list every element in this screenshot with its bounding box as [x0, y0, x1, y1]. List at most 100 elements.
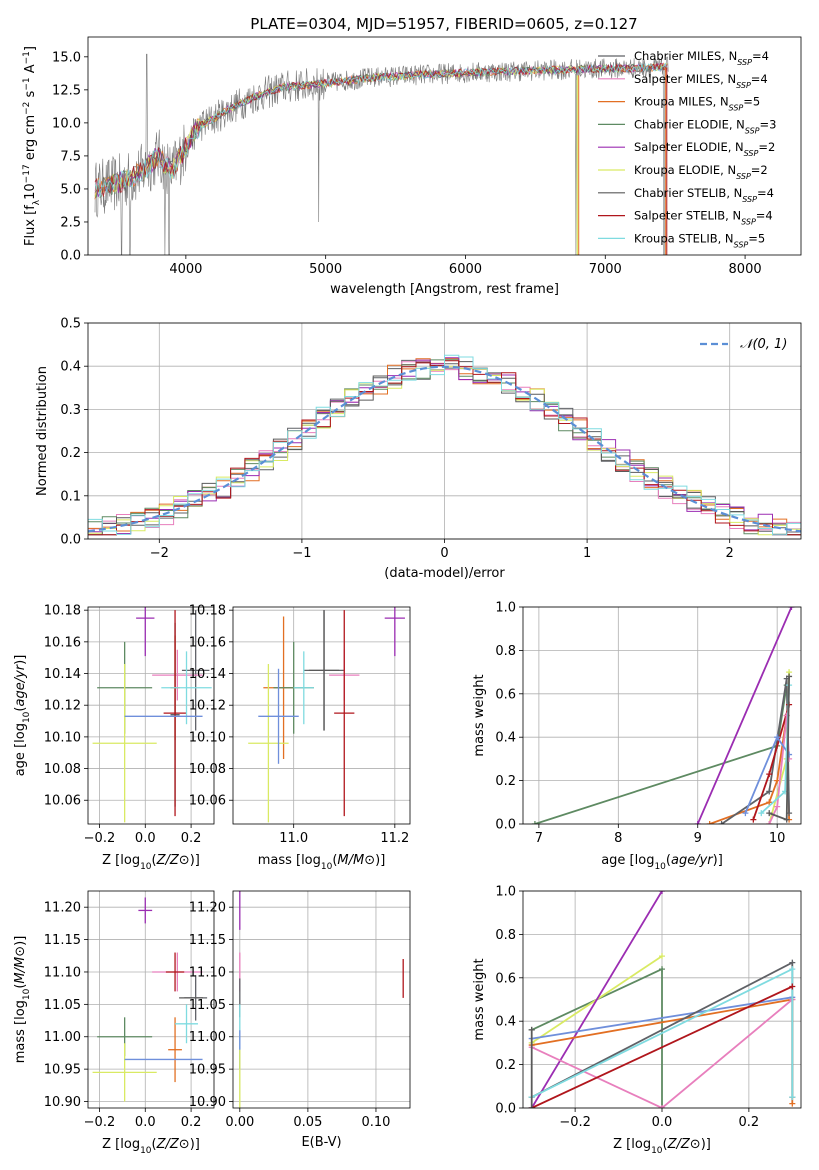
y-tick-label: 0.0 — [495, 818, 516, 833]
legend-entry: Chabrier MILES, NSSP=4 — [634, 49, 769, 67]
label-part: −2 — [22, 102, 32, 115]
plot-area — [92, 607, 212, 823]
label-part: age/yr — [671, 853, 714, 868]
y-tick-label: 11.00 — [44, 1030, 81, 1045]
x-tick-label: 8 — [614, 831, 622, 846]
legend-n: =5 — [748, 231, 765, 245]
errorbar-point — [163, 610, 187, 817]
label-part: ( — [332, 853, 337, 868]
y-tick-label: 10.14 — [189, 667, 226, 682]
y-tick-label: 0.4 — [495, 1015, 516, 1030]
y-tick-label: 10.10 — [44, 730, 81, 745]
x-tick-label: 0.2 — [181, 1115, 202, 1130]
x-tick-label: 5000 — [309, 262, 342, 277]
axes-frame — [232, 890, 411, 1109]
label-part: mass [log — [13, 1000, 28, 1063]
plot-area — [239, 891, 404, 1108]
y-tick-label: 15.0 — [52, 50, 81, 65]
legend-name: Kroupa MILES, N — [634, 95, 729, 109]
label-part: ( — [663, 1137, 668, 1152]
series-marker — [659, 1105, 665, 1108]
legend-entry: Chabrier ELODIE, NSSP=3 — [634, 117, 776, 135]
label-part: s — [23, 90, 38, 101]
y-axis-label: Normed distribution — [35, 366, 50, 496]
series-marker — [783, 816, 790, 823]
x-tick-label: −0.2 — [84, 831, 116, 846]
errorbar-point — [138, 897, 153, 924]
series-marker — [789, 1100, 796, 1107]
series-line — [531, 985, 793, 1108]
y-tick-label: 10.95 — [44, 1063, 81, 1078]
errorbar-point — [92, 1043, 157, 1102]
legend-n: =4 — [752, 49, 769, 63]
y-tick-label: 7.5 — [60, 149, 81, 164]
axes-frame — [87, 322, 802, 540]
y-tick-label: 0.4 — [60, 360, 81, 375]
legend-n: =2 — [758, 140, 775, 154]
legend-entry: Kroupa ELODIE, NSSP=2 — [634, 163, 768, 181]
x-axis-label: age [log10(age/yr)] — [601, 853, 723, 872]
label-part: Z [log — [102, 1137, 140, 1152]
y-tick-label: 10.12 — [44, 699, 81, 714]
legend-sub: SSP — [729, 103, 744, 112]
label-part: −17 — [22, 164, 32, 183]
plot-area — [94, 53, 669, 255]
errorbar-point — [161, 651, 212, 725]
x-tick-label: 8000 — [729, 262, 762, 277]
y-tick-label: 0.4 — [495, 731, 516, 746]
label-part: 10 — [654, 862, 666, 872]
grid — [233, 891, 410, 1108]
label-part: M/M⊙ — [337, 853, 375, 868]
y-tick-label: 11.20 — [44, 901, 81, 916]
x-tick-label: 1 — [583, 546, 591, 561]
legend-n: =5 — [743, 95, 760, 109]
series-marker — [742, 810, 749, 817]
legend-entry: Salpeter STELIB, NSSP=4 — [634, 209, 773, 227]
y-tick-label: 10.08 — [44, 762, 81, 777]
figure-title: PLATE=0304, MJD=51957, FIBERID=0605, z=0… — [250, 15, 637, 33]
errorbar-point — [165, 952, 185, 992]
y-tick-label: 10.06 — [44, 794, 81, 809]
legend-n: =4 — [756, 209, 773, 223]
label-part: ( — [152, 853, 157, 868]
model-line — [94, 64, 668, 196]
y-tick-label: 0.6 — [495, 687, 516, 702]
axes-frame — [87, 36, 802, 256]
series-marker — [766, 788, 773, 795]
legend: 𝒩(0, 1) — [700, 337, 787, 352]
errorbar-point — [92, 664, 157, 823]
series-line — [721, 678, 790, 824]
x-axis-label: (data-model)/error — [384, 566, 505, 581]
y-tick-label: 0.8 — [495, 644, 516, 659]
series-line — [531, 998, 793, 1108]
x-tick-label: 4000 — [169, 262, 202, 277]
label-part: Z/Z⊙ — [667, 1137, 701, 1152]
label-part: age/yr — [13, 663, 28, 706]
legend-name: Chabrier MILES, N — [634, 49, 737, 63]
y-tick-label: 10.90 — [44, 1095, 81, 1110]
axes-frame — [87, 890, 215, 1109]
y-axis-label: mass weight — [472, 674, 487, 756]
legend-name: Salpeter STELIB, N — [634, 209, 741, 223]
y-tick-label: 0.3 — [60, 403, 81, 418]
legend-sub: SSP — [737, 58, 752, 67]
label-part: ( — [666, 853, 671, 868]
label-part: ( — [13, 984, 28, 989]
label-part: mass [log — [258, 853, 321, 868]
series-marker — [774, 803, 781, 810]
label-part: )] — [375, 853, 385, 868]
y-tick-label: 0.0 — [60, 249, 81, 264]
x-tick-label: 0.2 — [739, 1115, 760, 1130]
series-marker — [766, 810, 773, 817]
y-tick-label: 1.0 — [495, 885, 516, 900]
y-tick-label: 0.6 — [495, 971, 516, 986]
y-tick-label: 11.05 — [189, 998, 226, 1013]
y-tick-label: 0.2 — [495, 774, 516, 789]
series-marker — [531, 821, 538, 824]
plot-area — [88, 354, 801, 536]
legend-name: Chabrier STELIB, N — [634, 186, 742, 200]
panel-residuals: −2 −1 0 1 2 0.0 0.1 0.2 0.3 0.4 0.5 (data-model)/er… — [35, 317, 802, 581]
label-part: age [log — [13, 723, 28, 776]
